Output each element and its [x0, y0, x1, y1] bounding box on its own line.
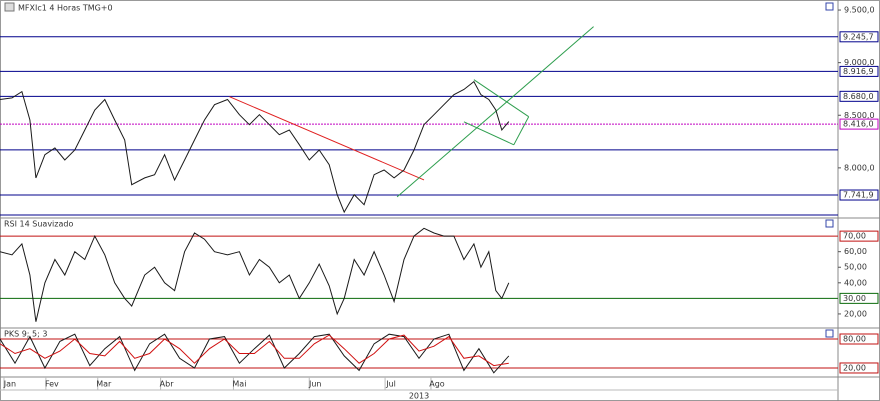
x-tick-label: Mai — [232, 380, 246, 389]
x-tick-label: Ago — [429, 380, 445, 389]
y-tick-label: 9.500,0 — [844, 6, 875, 15]
level-label: 9.245,7 — [843, 32, 874, 41]
panel-title: PKS 9; 5; 3 — [4, 330, 47, 339]
panel-button[interactable] — [825, 219, 834, 228]
x-tick-label: Jun — [308, 380, 322, 389]
x-tick-label: Jul — [385, 380, 396, 389]
series-line — [473, 79, 529, 118]
series-line — [463, 121, 515, 146]
panel-title: RSI 14 Suavizado — [4, 220, 73, 229]
series-line — [0, 333, 510, 374]
y-tick-label: 20,00 — [844, 309, 867, 318]
series-line — [0, 80, 510, 214]
level-label-box — [839, 65, 879, 77]
y-tick-label: 8.500,0 — [844, 111, 875, 120]
y-tick-label: 40,00 — [844, 278, 867, 287]
level-label: 8.680,0 — [843, 92, 874, 101]
y-tick-label: 50,00 — [844, 263, 867, 272]
y-tick-label: 8.000,0 — [844, 163, 875, 172]
x-axis-label: 2013 — [409, 392, 429, 401]
y-tick-label: 9.000,0 — [844, 58, 875, 67]
level-label: 30,00 — [843, 294, 866, 303]
level-label-box — [839, 90, 879, 102]
plot-layer: MFXIc1 4 Horas TMG+0 9.500,0 9.000,0 8.500,… — [0, 4, 879, 401]
x-tick-label: Abr — [160, 380, 175, 389]
level-label: 70,00 — [843, 232, 866, 241]
panel-button[interactable] — [825, 329, 834, 338]
panel-button[interactable] — [825, 2, 834, 11]
level-label-box — [839, 292, 879, 304]
x-tick-label: Mar — [96, 380, 112, 389]
level-label-box — [839, 362, 879, 374]
level-label-box — [839, 189, 879, 201]
level-label-box — [839, 333, 879, 345]
level-label: 8.416,0 — [843, 120, 874, 129]
panel-title: MFXIc1 4 Horas TMG+0 — [18, 4, 113, 13]
series-line — [229, 96, 425, 181]
series-line — [0, 227, 510, 322]
series-line — [513, 116, 530, 146]
level-label: 7.741,9 — [843, 191, 874, 200]
x-tick-label: Jan — [3, 380, 16, 389]
level-label-box — [839, 230, 879, 242]
series-line — [0, 334, 509, 367]
chart-icon[interactable] — [4, 2, 15, 12]
y-tick-label: 60,00 — [844, 247, 867, 256]
series-line — [396, 26, 594, 198]
level-label-box — [839, 118, 879, 130]
level-label: 80,00 — [843, 334, 866, 343]
x-tick-label: Fev — [45, 380, 59, 389]
level-label: 8.916,9 — [843, 67, 874, 76]
level-label: 20,00 — [843, 363, 866, 372]
level-label-box — [839, 31, 879, 43]
